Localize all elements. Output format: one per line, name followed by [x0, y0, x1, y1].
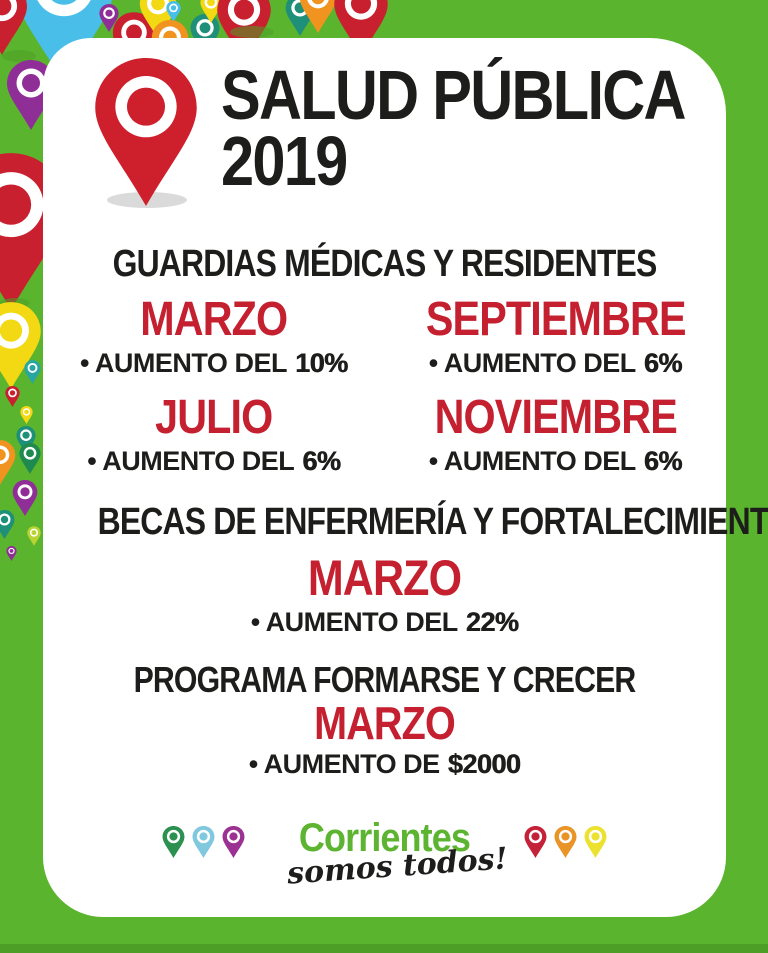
programa-month: MARZO [314, 697, 456, 749]
increase-text: • AUMENTO DE [248, 749, 440, 779]
header: SALUD PÚBLICA 2019 [43, 38, 726, 218]
map-pin-icon [19, 443, 41, 474]
grass-ellipse [2, 50, 36, 62]
increase-value: 10% [294, 348, 348, 378]
location-pin-icon [93, 58, 199, 206]
guardias-item-septiembre: SEPTIEMBRE • AUMENTO DEL 6% [385, 294, 727, 380]
title-line1: SALUD PÚBLICA [221, 56, 687, 134]
map-pin-icon [24, 360, 41, 384]
increase-line: • AUMENTO DEL 6% [385, 444, 727, 478]
map-pin-icon [6, 546, 17, 561]
grass-ellipse [230, 26, 274, 38]
month-label: JULIO [155, 391, 273, 444]
page-title: SALUD PÚBLICA 2019 [221, 56, 687, 200]
increase-line: • AUMENTO DEL 6% [385, 346, 727, 380]
increase-value: 6% [643, 348, 683, 378]
increase-value: $2000 [447, 749, 521, 779]
map-pin-icon [27, 526, 41, 546]
map-pin-icon [584, 826, 607, 858]
map-pin-icon [12, 480, 38, 516]
guardias-item-noviembre: NOVIEMBRE • AUMENTO DEL 6% [385, 392, 727, 478]
map-pin-icon [192, 826, 215, 858]
title-line2: 2019 [221, 122, 348, 200]
location-pin-icon [93, 58, 199, 218]
increase-value: 6% [302, 446, 341, 476]
section-heading-guardias: GUARDIAS MÉDICAS Y RESIDENTES [112, 243, 658, 285]
brand-logo: Corrientes somos todos! [261, 816, 509, 892]
increase-text: • AUMENTO DEL [79, 348, 287, 378]
month-label: MARZO [140, 293, 288, 346]
guardias-grid: MARZO • AUMENTO DEL 10% SEPTIEMBRE • AUME… [43, 294, 726, 478]
map-pin-icon [0, 0, 28, 55]
footer-pins-left [162, 826, 245, 858]
increase-text: • AUMENTO DEL [428, 446, 636, 476]
increase-line: • AUMENTO DEL 10% [43, 346, 385, 380]
increase-line: • AUMENTO DEL 6% [43, 444, 385, 478]
footer-brand: Corrientes somos todos! [43, 816, 726, 892]
map-pin-icon [0, 510, 15, 539]
becas-month: MARZO [307, 550, 462, 606]
increase-value: 22% [465, 607, 519, 637]
increase-text: • AUMENTO DEL [428, 348, 636, 378]
map-pin-icon [162, 826, 185, 858]
map-pin-icon [166, 1, 181, 22]
map-pin-icon [0, 440, 16, 485]
map-pin-icon [524, 826, 547, 858]
increase-text: • AUMENTO DEL [87, 446, 295, 476]
footer-pins-right [524, 826, 607, 858]
month-label: SEPTIEMBRE [425, 293, 686, 346]
guardias-item-marzo: MARZO • AUMENTO DEL 10% [43, 294, 385, 380]
section-heading-becas: BECAS DE ENFERMERÍA Y FORTALECIMIENTO [97, 501, 768, 543]
guardias-item-julio: JULIO • AUMENTO DEL 6% [43, 392, 385, 478]
bottom-border [0, 944, 768, 953]
month-label: NOVIEMBRE [434, 391, 677, 444]
map-pin-icon [554, 826, 577, 858]
map-pin-icon [299, 0, 337, 33]
becas-increase-line: • AUMENTO DEL 22% [43, 604, 726, 640]
map-pin-icon [20, 406, 33, 424]
content-card: SALUD PÚBLICA 2019 GUARDIAS MÉDICAS Y RE… [43, 38, 768, 917]
increase-text: • AUMENTO DEL [250, 607, 458, 637]
increase-value: 6% [643, 446, 683, 476]
brand-name: Corrientes [298, 816, 471, 860]
map-pin-icon [5, 386, 20, 407]
map-pin-icon [222, 826, 245, 858]
programa-increase-line: • AUMENTO DE $2000 [43, 746, 726, 782]
section-heading-programa: PROGRAMA FORMARSE Y CRECER [133, 659, 637, 700]
